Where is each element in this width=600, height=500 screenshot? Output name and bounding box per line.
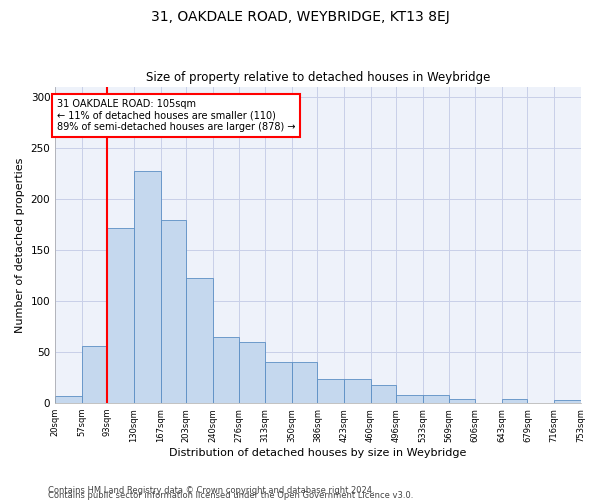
Bar [502, 399, 527, 403]
Title: Size of property relative to detached houses in Weybridge: Size of property relative to detached ho… [146, 72, 490, 85]
Text: Contains public sector information licensed under the Open Government Licence v3: Contains public sector information licen… [48, 491, 413, 500]
Bar [423, 395, 449, 403]
Bar [292, 362, 317, 403]
Bar [344, 378, 371, 403]
Bar [449, 399, 475, 403]
Text: 31, OAKDALE ROAD, WEYBRIDGE, KT13 8EJ: 31, OAKDALE ROAD, WEYBRIDGE, KT13 8EJ [151, 10, 449, 24]
X-axis label: Distribution of detached houses by size in Weybridge: Distribution of detached houses by size … [169, 448, 467, 458]
Bar [554, 400, 581, 403]
Bar [134, 170, 161, 403]
Bar [371, 384, 397, 403]
Bar [161, 220, 187, 403]
Bar [265, 362, 292, 403]
Y-axis label: Number of detached properties: Number of detached properties [15, 158, 25, 333]
Bar [317, 378, 344, 403]
Bar [55, 396, 82, 403]
Bar [239, 342, 265, 403]
Bar [82, 346, 107, 403]
Bar [213, 337, 239, 403]
Bar [107, 228, 134, 403]
Text: 31 OAKDALE ROAD: 105sqm
← 11% of detached houses are smaller (110)
89% of semi-d: 31 OAKDALE ROAD: 105sqm ← 11% of detache… [56, 100, 295, 132]
Bar [397, 395, 423, 403]
Text: Contains HM Land Registry data © Crown copyright and database right 2024.: Contains HM Land Registry data © Crown c… [48, 486, 374, 495]
Bar [187, 278, 213, 403]
